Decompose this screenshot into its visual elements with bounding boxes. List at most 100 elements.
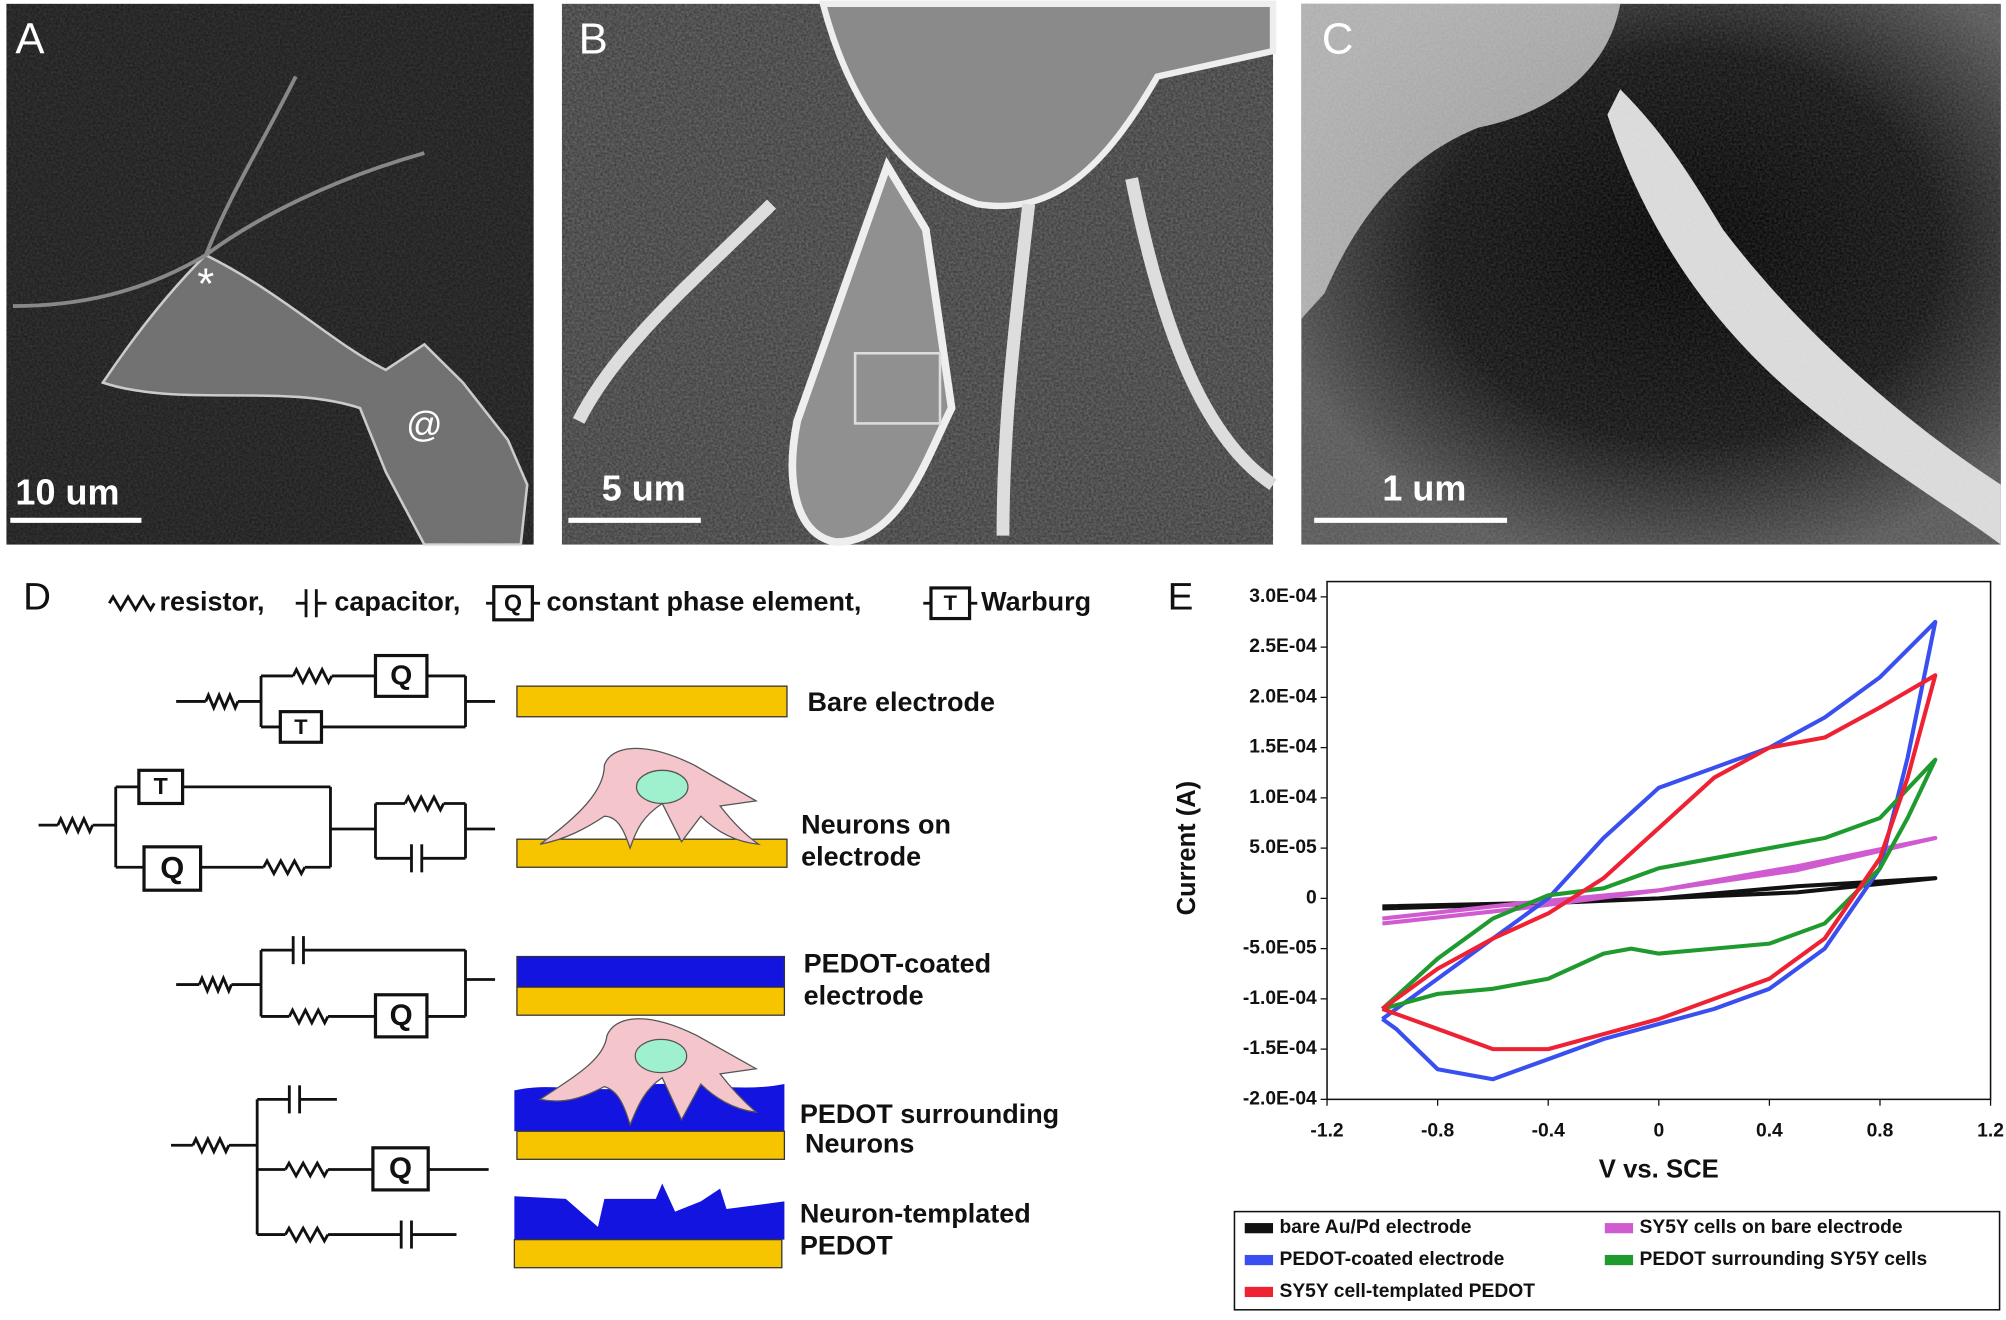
key-text: Warburg [981, 586, 1091, 616]
cell-body [818, 0, 1277, 210]
x-tick-label: -1.2 [1310, 1120, 1343, 1141]
y-tick-label: 0 [1306, 887, 1317, 908]
x-tick-label: 0 [1653, 1120, 1664, 1141]
panel-label: A [15, 16, 44, 64]
resistor [284, 1160, 330, 1179]
element-symbol: Q [160, 850, 184, 885]
resistor [108, 594, 156, 613]
element-symbol: Q [390, 999, 413, 1032]
pedot-layer [514, 1183, 785, 1240]
resistor [198, 974, 233, 995]
electrode [516, 685, 788, 718]
key-text: constant phase element, [547, 586, 862, 616]
element-box [142, 845, 203, 892]
element-symbol: Q [390, 659, 412, 691]
legend-swatch [1244, 1223, 1274, 1234]
panel-label: E [1168, 576, 1194, 619]
nucleus [635, 769, 689, 805]
legend-swatch [1244, 1254, 1274, 1266]
legend-label: PEDOT-coated electrode [1279, 1249, 1504, 1270]
panel-a: A * @ 10 um [6, 3, 534, 546]
y-tick-label: -1.5E-04 [1243, 1038, 1317, 1059]
x-tick-label: -0.8 [1421, 1120, 1455, 1141]
panel-label: B [579, 16, 608, 64]
y-tick-label: 1.5E-04 [1249, 737, 1317, 758]
element-box [371, 1146, 430, 1192]
electrode-label: electrode [804, 981, 924, 1011]
resistor [288, 1006, 330, 1026]
x-tick-label: 0.4 [1756, 1120, 1783, 1141]
x-tick-label: 0.8 [1867, 1120, 1894, 1141]
electrode-label: Neuron-templated [800, 1199, 1031, 1229]
y-tick-label: -5.0E-05 [1243, 938, 1317, 959]
electrode-label: Neurons on [801, 810, 951, 840]
element-symbol: Q [389, 1152, 412, 1185]
element-box [278, 710, 324, 744]
resistor [56, 815, 94, 835]
neuron [538, 1018, 759, 1127]
y-tick-label: 5.0E-05 [1249, 837, 1317, 858]
element-symbol: Q [504, 590, 522, 616]
electrode-label: PEDOT-coated [804, 949, 991, 979]
inset-box [853, 352, 942, 425]
y-tick-label: 2.0E-04 [1249, 686, 1317, 707]
legend-label: SY5Y cell-templated PEDOT [1279, 1281, 1535, 1302]
cv-curve [1381, 673, 1938, 1052]
electrode [516, 838, 788, 868]
key-text: resistor, [159, 586, 264, 616]
element-symbol: T [154, 773, 168, 799]
panel-label: C [1322, 16, 1354, 64]
electrode [513, 1239, 783, 1269]
legend-swatch [1604, 1254, 1634, 1266]
nucleus [634, 1038, 688, 1074]
resistor [291, 666, 334, 686]
panel-e: E Current (A) V vs. SCE 3.0E-04 2.5E-04 2.… [1168, 576, 2004, 1311]
y-tick-label: 2.5E-04 [1249, 636, 1317, 657]
electrode-label: PEDOT surrounding [800, 1099, 1059, 1129]
plot-frame [1326, 580, 1992, 1101]
scale-bar-label: 1 um [1382, 469, 1466, 509]
resistor [262, 857, 307, 877]
electrode [516, 986, 786, 1016]
panel-label: D [23, 576, 51, 619]
x-tick-label: 1.2 [1977, 1120, 2004, 1141]
neurite [572, 177, 1277, 536]
resistor [191, 1135, 231, 1155]
resistor [403, 793, 445, 813]
y-axis-label: Current (A) [1173, 781, 1201, 916]
y-tick-label: 3.0E-04 [1249, 586, 1317, 607]
pedot-layer [516, 955, 786, 988]
x-axis-label: V vs. SCE [1599, 1156, 1719, 1184]
marker: @ [406, 405, 443, 445]
electrode-label: PEDOT [800, 1230, 894, 1260]
panel-d: D resistor, capacitor, constant phase el… [23, 576, 1091, 1269]
y-tick-label: -1.0E-04 [1243, 988, 1317, 1009]
legend-label: SY5Y cells on bare electrode [1640, 1217, 1903, 1238]
legend-swatch [1244, 1286, 1274, 1298]
key-text: capacitor, [334, 586, 460, 616]
scale-bar-label: 10 um [15, 472, 119, 512]
legend-label: bare Au/Pd electrode [1279, 1217, 1471, 1238]
scale-bar-label: 5 um [602, 469, 686, 509]
y-tick-label: -2.0E-04 [1243, 1088, 1317, 1109]
cell [100, 253, 529, 546]
legend-label: PEDOT surrounding SY5Y cells [1640, 1249, 1928, 1270]
sem-texture [1301, 3, 2001, 545]
neurite [12, 75, 425, 308]
element-symbol: T [294, 714, 308, 739]
panel-c: C 1 um [1301, 3, 2001, 545]
marker: * [197, 261, 214, 309]
resistor [284, 1225, 330, 1244]
panel-b: B 5 um [561, 0, 1277, 546]
legend-swatch [1604, 1223, 1634, 1234]
resistor [204, 691, 240, 712]
electrode-label: Bare electrode [808, 687, 996, 717]
element-symbol: T [944, 590, 958, 615]
electrode [516, 1130, 786, 1160]
y-tick-label: 1.0E-04 [1249, 787, 1317, 808]
electrode-label: Neurons [805, 1128, 914, 1158]
electrode-label: electrode [801, 841, 921, 871]
x-tick-label: -0.4 [1532, 1120, 1566, 1141]
